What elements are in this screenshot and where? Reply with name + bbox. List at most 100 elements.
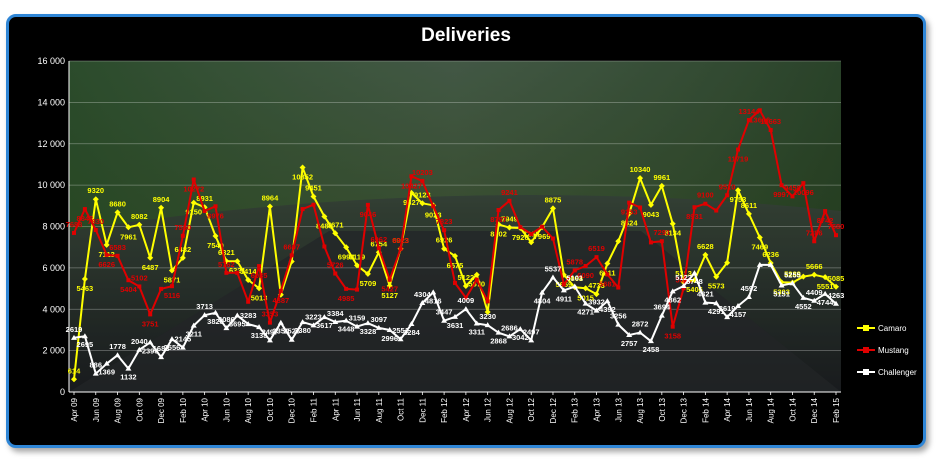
data-label: 5762 <box>218 260 235 269</box>
data-label: 5670 <box>468 280 485 289</box>
data-label: 614 <box>68 366 81 375</box>
data-label: 7830 <box>87 217 104 226</box>
data-point <box>158 354 165 360</box>
data-label: 10340 <box>630 165 651 174</box>
y-tick-label: 6 000 <box>42 263 65 273</box>
data-point <box>746 118 751 123</box>
data-point <box>681 286 686 291</box>
legend-swatch-mustang <box>857 346 875 354</box>
data-label: 7688 <box>66 220 83 229</box>
data-point <box>364 270 371 277</box>
data-point <box>201 312 208 318</box>
y-tick-label: 8 000 <box>42 222 65 232</box>
data-point <box>126 278 131 283</box>
x-tick-label: Feb 14 <box>701 397 710 422</box>
data-label: 7286 <box>806 228 823 237</box>
data-point <box>549 205 556 212</box>
data-point <box>506 333 513 339</box>
data-label: 7949 <box>501 215 518 224</box>
data-point <box>518 225 523 230</box>
legend-item-camaro[interactable]: Camaro <box>857 317 927 339</box>
data-label: 3713 <box>196 302 213 311</box>
data-label: 8875 <box>545 195 562 204</box>
data-label: 8102 <box>490 229 507 238</box>
data-point <box>616 285 621 290</box>
data-point <box>549 274 556 280</box>
data-label: 3751 <box>142 319 159 328</box>
data-point <box>779 183 784 188</box>
x-tick-label: Feb 15 <box>832 397 841 422</box>
data-point <box>669 220 676 227</box>
data-point <box>703 201 708 206</box>
data-label: 1132 <box>120 373 136 382</box>
x-tick-label: Dec 09 <box>157 397 166 423</box>
data-label: 2695 <box>77 340 94 349</box>
data-point <box>452 252 458 259</box>
data-label: 4304 <box>414 290 432 299</box>
data-label: 8134 <box>664 229 682 238</box>
data-point <box>408 321 415 327</box>
data-point <box>289 253 294 258</box>
data-point <box>71 334 77 340</box>
data-label: 9961 <box>653 173 670 182</box>
data-label: 8931 <box>686 212 703 221</box>
data-label: 6519 <box>588 244 605 253</box>
data-point <box>441 317 448 323</box>
data-point <box>496 208 501 213</box>
legend-swatch-camaro <box>857 324 875 332</box>
data-point <box>235 270 240 275</box>
data-label: 6926 <box>436 236 453 245</box>
data-label: 8082 <box>131 212 148 221</box>
data-label: 4263 <box>828 291 845 300</box>
data-point <box>278 288 283 293</box>
x-tick-label: Jun 10 <box>222 397 231 422</box>
data-label: 9320 <box>87 186 104 195</box>
data-point <box>790 194 795 199</box>
data-point <box>159 286 164 291</box>
data-point <box>442 228 447 233</box>
x-tick-label: Aug 09 <box>114 397 123 423</box>
data-label: 8797 <box>490 215 507 224</box>
data-label: 6962 <box>370 235 387 244</box>
data-label: 5068 <box>566 274 583 283</box>
data-point <box>137 284 142 289</box>
legend-label: Challenger <box>878 367 917 377</box>
x-tick-label: Dec 10 <box>288 397 297 423</box>
x-tick-label: Aug 11 <box>375 397 384 422</box>
x-tick-label: Jun 12 <box>484 397 493 422</box>
data-label: 3380 <box>294 326 311 335</box>
data-label: 6994 <box>338 252 356 261</box>
x-tick-label: Aug 12 <box>505 397 514 423</box>
data-label: 5151 <box>773 289 790 298</box>
data-label: 10427 <box>401 181 422 190</box>
data-label: 5406 <box>686 285 703 294</box>
x-tick-label: Dec 11 <box>418 397 427 422</box>
data-point <box>257 264 262 269</box>
data-point <box>224 270 229 275</box>
y-axis: 0 2 000 4 000 6 000 8 000 10 000 12 000 14 000 1… <box>37 56 70 397</box>
legend-item-challenger[interactable]: Challenger <box>857 361 927 383</box>
data-point <box>495 329 502 335</box>
x-tick-label: Feb 12 <box>440 397 449 422</box>
data-label: 2497 <box>262 327 279 336</box>
data-label: 7823 <box>436 217 453 226</box>
data-label: 4321 <box>697 290 714 299</box>
y-tick-label: 4 000 <box>42 304 65 314</box>
data-label: 5681 <box>599 279 616 288</box>
data-label: 4911 <box>556 294 572 303</box>
data-point <box>615 321 622 327</box>
legend-item-mustang[interactable]: Mustang <box>857 339 927 361</box>
data-point <box>212 309 219 315</box>
data-point <box>267 320 272 325</box>
data-point <box>800 273 807 280</box>
data-label: 3350 <box>272 327 289 336</box>
data-label: 5709 <box>360 279 377 288</box>
data-point <box>310 193 317 200</box>
data-point <box>114 352 121 358</box>
data-label: 4862 <box>664 295 681 304</box>
data-point <box>125 365 132 371</box>
data-label: 6626 <box>98 260 115 269</box>
data-point <box>386 282 393 289</box>
legend-label: Camaro <box>878 323 907 333</box>
data-point <box>158 204 165 211</box>
